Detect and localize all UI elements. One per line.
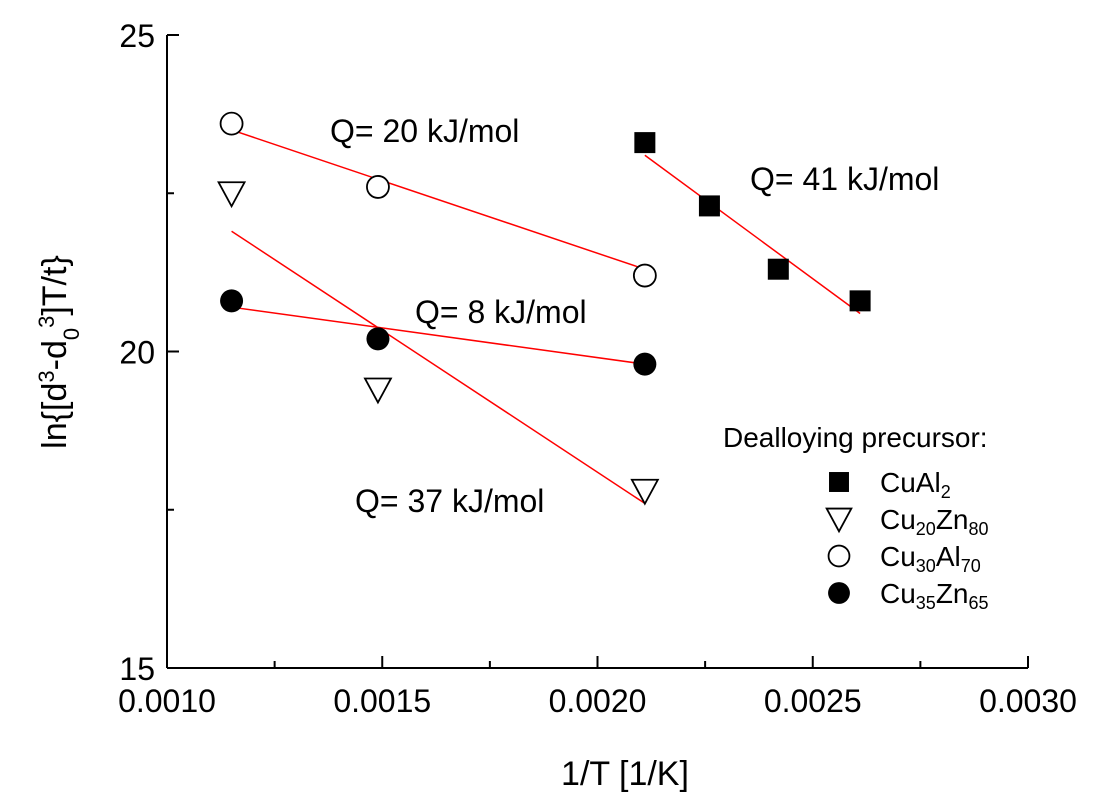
legend-label-base: CuAl	[880, 467, 941, 498]
x-tick-label: 0.0025	[764, 683, 862, 719]
legend-label-base: Cu	[880, 541, 916, 572]
annotation-cu20zn80: Q= 37 kJ/mol	[355, 483, 544, 519]
data-point-cual2	[634, 132, 656, 154]
ylabel-sub-1: 0	[59, 328, 84, 340]
legend-label-subscript: 2	[941, 482, 951, 502]
legend-label-cu35zn65: Cu35Zn65	[880, 578, 989, 613]
x-axis-title: 1/T [1/K]	[561, 755, 689, 793]
data-point-cu30al70	[366, 175, 390, 199]
legend-label-base: Al	[936, 541, 961, 572]
data-point-cual2	[767, 258, 789, 280]
data-markers	[217, 111, 871, 506]
annotation-cu30al70: Q= 20 kJ/mol	[330, 113, 519, 149]
data-point-cu20zn80	[363, 377, 393, 405]
ylabel-part-c: ]T/t}	[36, 255, 74, 315]
legend-label-base: Cu	[880, 504, 916, 535]
x-tick-label: 0.0020	[549, 683, 647, 719]
annotations: Q= 20 kJ/mol Q= 41 kJ/mol Q= 8 kJ/mol Q=…	[330, 113, 939, 519]
axes: 0.0010 0.0015 0.0020 0.0025 0.0030 15 20 25	[118, 18, 1077, 719]
legend-marker-cual2	[829, 472, 849, 492]
data-point-cu20zn80	[217, 181, 247, 209]
fit-line-cu35zn65	[231, 306, 645, 365]
legend-label-subscript: 30	[916, 556, 936, 576]
data-point-cu35zn65	[633, 352, 657, 376]
x-tick-label: 0.0030	[979, 683, 1077, 719]
legend-label-subscript: 80	[969, 519, 989, 539]
legend-label-base: Zn	[936, 504, 969, 535]
x-tick-label: 0.0010	[118, 683, 216, 719]
fit-line-cual2	[644, 154, 861, 315]
legend-label-base: Zn	[936, 578, 969, 609]
legend-label-subscript: 35	[916, 593, 936, 613]
legend-label-subscript: 70	[961, 556, 981, 576]
legend-label-subscript: 65	[969, 593, 989, 613]
annotation-cu35zn65: Q= 8 kJ/mol	[415, 294, 587, 330]
data-point-cual2	[698, 195, 720, 217]
ylabel-sup-2: 3	[34, 316, 59, 328]
fit-line-cu30al70	[231, 129, 646, 270]
legend-label-cu30al70: Cu30Al70	[880, 541, 981, 576]
fit-lines	[231, 129, 861, 505]
data-point-cu30al70	[632, 263, 657, 288]
ylabel-part-a: ln{[d	[36, 383, 74, 449]
y-tick-label: 25	[119, 18, 155, 54]
legend-label-cual2: CuAl2	[880, 467, 951, 502]
ylabel-part-b: -d	[36, 340, 74, 370]
y-axis-title: ln{[d3-d03]T/t}	[34, 255, 84, 449]
legend-label-subscript: 20	[916, 519, 936, 539]
legend-marker-cu35zn65	[828, 582, 850, 604]
x-tick-label: 0.0015	[333, 683, 431, 719]
y-tick-label: 15	[119, 651, 155, 687]
legend-label-cu20zn80: Cu20Zn80	[880, 504, 989, 539]
legend-marker-cu30al70	[827, 544, 851, 568]
legend: Dealloying precursor: CuAl2Cu20Zn80Cu30A…	[723, 422, 989, 613]
data-point-cu35zn65	[366, 327, 390, 351]
legend-title: Dealloying precursor:	[723, 422, 988, 453]
data-point-cu35zn65	[220, 289, 244, 313]
legend-marker-cu20zn80	[825, 507, 853, 534]
data-point-cual2	[849, 290, 871, 312]
data-point-cu20zn80	[630, 478, 660, 506]
fit-line-cu20zn80	[231, 230, 646, 505]
annotation-cual2: Q= 41 kJ/mol	[750, 161, 939, 197]
data-point-cu30al70	[219, 111, 244, 136]
ylabel-sup-1: 3	[34, 370, 59, 382]
legend-label-base: Cu	[880, 578, 916, 609]
y-tick-label: 20	[119, 335, 155, 371]
